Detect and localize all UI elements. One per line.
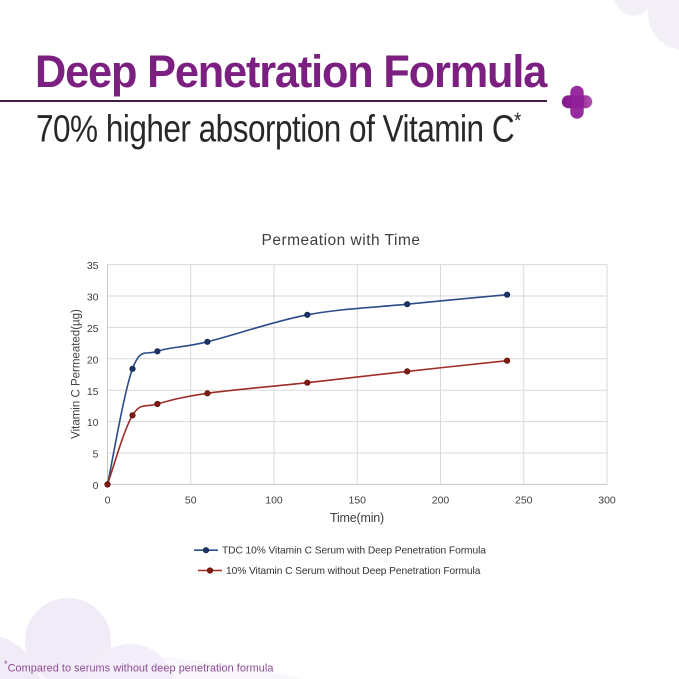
svg-text:Time(min): Time(min)	[330, 511, 384, 525]
svg-text:0: 0	[93, 480, 99, 492]
svg-text:20: 20	[87, 354, 99, 366]
svg-text:25: 25	[87, 323, 99, 335]
svg-text:Permeation with Time: Permeation with Time	[261, 232, 420, 249]
svg-text:150: 150	[348, 495, 366, 507]
svg-text:TDC 10% Vitamin C Serum with D: TDC 10% Vitamin C Serum with Deep Penetr…	[222, 546, 486, 557]
svg-text:10% Vitamin C Serum without De: 10% Vitamin C Serum without Deep Penetra…	[226, 566, 481, 577]
svg-text:50: 50	[185, 495, 197, 507]
svg-text:300: 300	[598, 495, 616, 507]
svg-text:200: 200	[432, 495, 450, 507]
svg-text:100: 100	[265, 495, 283, 507]
svg-text:Vitamin C Permeated(µg): Vitamin C Permeated(µg)	[71, 309, 83, 439]
svg-text:35: 35	[87, 260, 99, 272]
svg-text:250: 250	[515, 495, 533, 507]
svg-text:5: 5	[93, 449, 99, 461]
svg-text:0: 0	[105, 495, 111, 507]
svg-text:30: 30	[87, 292, 99, 304]
svg-text:15: 15	[87, 386, 99, 398]
svg-text:10: 10	[87, 417, 99, 429]
